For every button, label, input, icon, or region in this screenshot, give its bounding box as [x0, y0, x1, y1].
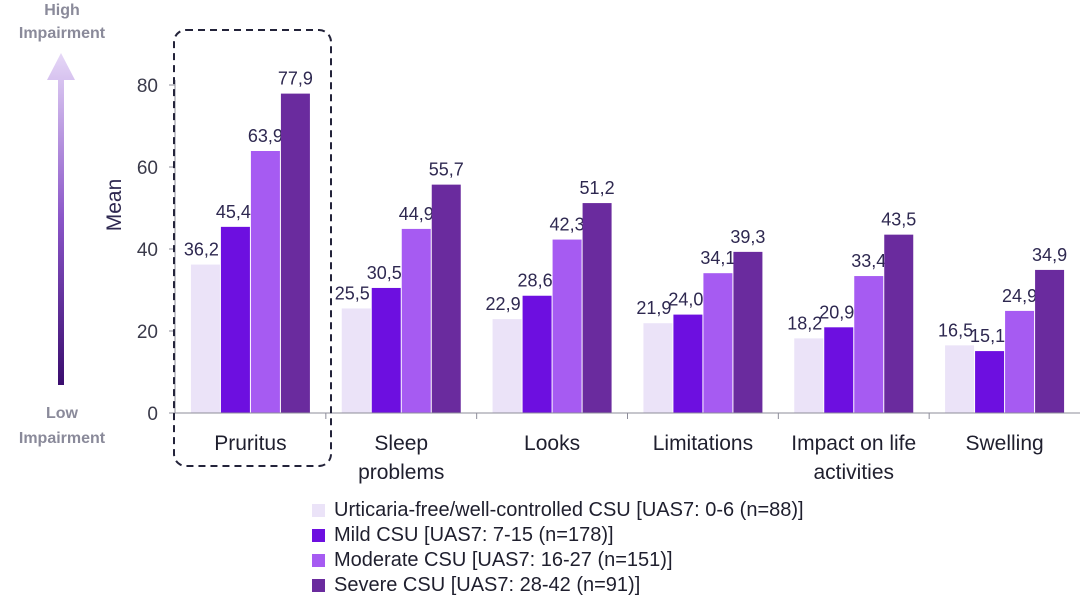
low-impairment-label-line1: Low: [46, 405, 79, 422]
data-label: 45,4: [216, 202, 251, 222]
data-label: 15,1: [970, 326, 1005, 346]
x-tick-label: Sleep: [374, 432, 428, 455]
legend-item: Mild CSU [UAS7: 7-15 (n=178)]: [312, 523, 804, 548]
legend-item: Moderate CSU [UAS7: 16-27 (n=151)]: [312, 548, 804, 573]
legend: Urticaria-free/well-controlled CSU [UAS7…: [312, 498, 804, 598]
bar: [220, 226, 250, 413]
data-label: 39,3: [730, 227, 765, 247]
legend-swatch: [312, 554, 325, 567]
x-tick-label: Swelling: [965, 432, 1043, 455]
data-label: 20,9: [819, 302, 854, 322]
bar: [794, 338, 824, 413]
bar: [884, 234, 914, 413]
bar: [975, 351, 1005, 413]
x-tick-label: Pruritus: [214, 432, 286, 455]
legend-label: Urticaria-free/well-controlled CSU [UAS7…: [334, 499, 804, 521]
bar: [401, 228, 431, 413]
bar: [190, 264, 220, 413]
bar: [854, 276, 884, 413]
bar: [371, 287, 401, 413]
high-impairment-label-line2: Impairment: [19, 25, 106, 42]
bar: [280, 93, 310, 414]
bar: [824, 327, 854, 413]
bar: [703, 273, 733, 413]
x-tick-label: Looks: [524, 432, 580, 455]
bar: [733, 251, 763, 413]
bar: [673, 314, 703, 413]
impairment-arrow: [47, 53, 75, 385]
highlight-box: [173, 29, 332, 467]
bar: [431, 184, 461, 413]
low-impairment-label-line2: Impairment: [19, 430, 106, 447]
legend-label: Mild CSU [UAS7: 7-15 (n=178)]: [334, 524, 614, 546]
bar: [492, 319, 522, 413]
data-label: 33,4: [851, 251, 886, 271]
x-tick-label: Limitations: [653, 432, 753, 455]
data-label: 30,5: [367, 263, 402, 283]
data-label: 51,2: [580, 178, 615, 198]
data-label: 34,9: [1032, 245, 1067, 265]
legend-label: Severe CSU [UAS7: 28-42 (n=91)]: [334, 574, 641, 596]
x-tick-label: activities: [813, 461, 894, 484]
bars-group: 36,2 45,4 63,9 77,9 25,530,5 44,9 55,7 22,9 28,6…: [184, 69, 1067, 414]
high-impairment-label-line1: High: [44, 2, 80, 19]
legend-label: Moderate CSU [UAS7: 16-27 (n=151)]: [334, 549, 673, 571]
data-label: 24,9: [1002, 286, 1037, 306]
y-tick-label: 80: [137, 76, 158, 97]
x-tick-label: Impact on life: [791, 432, 916, 455]
legend-swatch: [312, 504, 325, 517]
data-label: 18,2: [787, 313, 822, 333]
y-axis: 0 20 40 60 80: [137, 76, 176, 425]
bar: [643, 323, 673, 413]
y-axis-title: Mean: [103, 179, 126, 232]
bar: [945, 345, 975, 413]
data-label: 43,5: [881, 210, 916, 230]
y-tick-label: 20: [137, 322, 158, 343]
data-label: 25,5: [335, 283, 370, 303]
legend-swatch: [312, 529, 325, 542]
bar: [1035, 269, 1065, 413]
data-label: 28,6: [518, 271, 553, 291]
bar: [341, 308, 371, 413]
legend-item: Severe CSU [UAS7: 28-42 (n=91)]: [312, 573, 804, 598]
bar: [582, 203, 612, 413]
data-label: 42,3: [550, 215, 585, 235]
data-label: 34,1: [700, 248, 735, 268]
x-tick-label: problems: [358, 461, 444, 484]
data-label: 36,2: [184, 240, 219, 260]
bar: [1005, 310, 1035, 413]
x-axis: Pruritus Sleep problems Looks Limitations Imp…: [175, 412, 1080, 484]
y-tick-label: 0: [147, 404, 158, 425]
data-label: 77,9: [278, 69, 313, 89]
bar: [250, 151, 280, 413]
y-tick-label: 40: [137, 240, 158, 261]
data-label: 16,5: [938, 320, 973, 340]
data-label: 55,7: [429, 160, 464, 180]
data-label: 22,9: [486, 294, 521, 314]
y-tick-label: 60: [137, 158, 158, 179]
bar: [522, 295, 552, 413]
legend-swatch: [312, 579, 325, 592]
data-label: 44,9: [399, 204, 434, 224]
bar: [552, 239, 582, 413]
legend-item: Urticaria-free/well-controlled CSU [UAS7…: [312, 498, 804, 523]
data-label: 63,9: [248, 126, 283, 146]
impairment-scale: High Impairment Low Impairment: [19, 2, 106, 447]
data-label: 21,9: [636, 298, 671, 318]
data-label: 24,0: [668, 290, 703, 310]
